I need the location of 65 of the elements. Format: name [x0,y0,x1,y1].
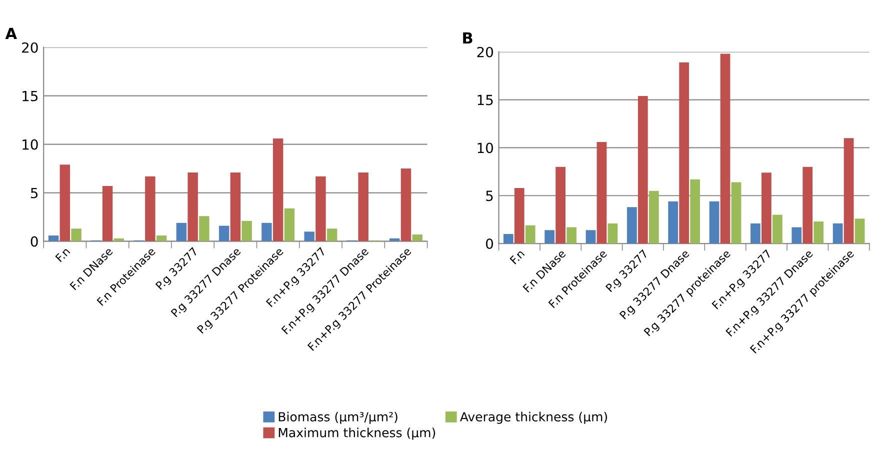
bar [60,164,70,242]
bar [503,234,514,244]
bar [596,142,607,244]
bar [525,225,536,244]
bar [199,216,210,242]
bar [608,223,618,244]
bar [814,221,824,244]
bar [626,207,637,244]
y-tick-label: 15 [22,90,38,102]
x-tick-label: F.n [55,247,70,262]
bar [802,166,813,244]
bar [648,190,659,244]
bar [690,179,700,244]
y-tick-label: 20 [477,46,493,58]
bar [832,223,843,244]
bar [720,54,730,244]
bar [772,214,782,244]
bar [750,223,760,244]
legend-label: Maximum thickness (µm) [278,428,436,440]
bar [145,176,156,242]
bar [188,172,198,242]
y-tick-label: 0 [486,238,493,250]
bar [358,172,368,242]
bar [284,208,295,242]
bar [218,226,230,242]
bar [242,220,252,242]
y-tick-label: 5 [30,188,38,198]
bar [762,172,772,244]
chart-title: B [463,32,472,44]
bar [586,230,596,244]
bar [679,62,690,244]
bar [71,228,82,242]
y-tick-label: 0 [30,236,38,247]
bar [400,168,412,242]
bar [412,234,422,242]
bar [48,235,59,242]
bar [156,235,167,242]
bar [230,172,241,242]
bar [176,222,187,242]
bar [326,228,338,242]
bar [304,232,314,242]
bar [854,218,865,244]
bar [844,138,854,244]
bar [638,96,648,244]
bar [709,201,720,244]
chart-title: A [5,28,17,40]
bar [272,138,284,242]
legend-label: Average thickness (µm) [460,412,608,424]
bar [102,186,113,242]
bar [556,166,566,244]
bar [316,176,326,242]
bar [668,201,678,244]
bar [262,222,272,242]
legend-label: Biomass (µm³/µm²) [278,412,398,424]
y-tick-label: 10 [22,139,38,150]
bar [544,230,555,244]
y-tick-label: 5 [486,190,493,202]
x-tick-label: F.n [510,249,525,264]
y-tick-label: 20 [22,42,38,53]
bar [566,227,576,244]
bar [731,182,742,244]
y-tick-label: 15 [478,94,493,106]
y-tick-label: 10 [478,142,493,154]
bar [792,227,802,244]
bar [514,188,524,244]
